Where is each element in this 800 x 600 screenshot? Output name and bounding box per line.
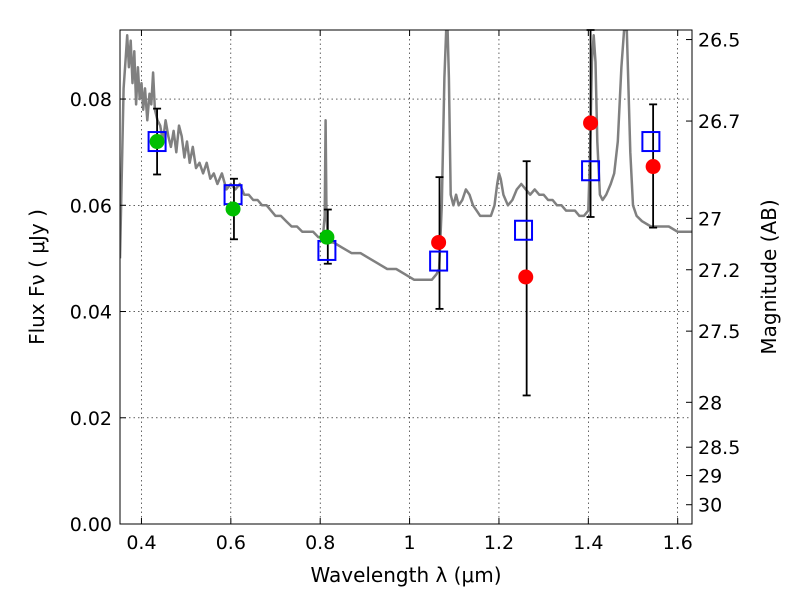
right-tick-label: 30 bbox=[698, 495, 722, 517]
x-axis-title: Wavelength λ (μm) bbox=[310, 563, 501, 587]
x-tick-label: 0.4 bbox=[126, 532, 156, 554]
y-tick-label: 0.04 bbox=[70, 302, 112, 324]
right-tick-label: 27.5 bbox=[698, 321, 740, 343]
y-tick-label: 0.02 bbox=[70, 408, 112, 430]
x-tick-label: 1.6 bbox=[663, 532, 693, 554]
axis-ticks: 0.4 0.6 0.8 1 1.2 1.4 1.6 0.00 0.02 0.04 0.06 0.08 2… bbox=[70, 30, 741, 554]
model-square bbox=[581, 160, 601, 182]
x-tick-label: 0.8 bbox=[305, 532, 335, 554]
right-tick-label: 27.2 bbox=[698, 260, 740, 282]
x-tick-label: 1.4 bbox=[573, 532, 603, 554]
observed-point bbox=[583, 115, 599, 131]
observed-point bbox=[645, 159, 661, 175]
right-tick-label: 29 bbox=[698, 466, 722, 488]
right-tick-label: 27 bbox=[698, 208, 722, 230]
y-tick-label: 0.00 bbox=[70, 514, 112, 536]
right-tick-label: 28.5 bbox=[698, 437, 740, 459]
observed-point bbox=[518, 269, 534, 285]
spectrum-line bbox=[120, 30, 692, 281]
plot-frame bbox=[119, 29, 693, 525]
right-tick-label: 28 bbox=[698, 392, 722, 414]
right-tick-label: 26.7 bbox=[698, 111, 740, 133]
right-tick-label: 26.5 bbox=[698, 30, 740, 52]
model-square bbox=[429, 250, 449, 272]
observed-point bbox=[319, 229, 335, 245]
y-tick-label: 0.08 bbox=[70, 89, 112, 111]
y-tick-label: 0.06 bbox=[70, 195, 112, 217]
observed-point bbox=[225, 201, 241, 217]
model-square bbox=[514, 219, 534, 241]
grid-lines bbox=[120, 30, 692, 525]
data-marks bbox=[147, 29, 661, 397]
observed-point bbox=[149, 134, 165, 150]
model-square bbox=[147, 131, 167, 153]
right-axis-title: Magnitude (AB) bbox=[757, 199, 781, 354]
y-axis-title: Flux Fν ( μJy ) bbox=[25, 209, 49, 345]
x-tick-label: 1.2 bbox=[484, 532, 514, 554]
plot-area bbox=[120, 30, 692, 281]
x-tick-label: 0.6 bbox=[216, 532, 246, 554]
x-tick-label: 1 bbox=[404, 532, 416, 554]
model-square bbox=[641, 131, 661, 153]
observed-point bbox=[431, 234, 447, 250]
